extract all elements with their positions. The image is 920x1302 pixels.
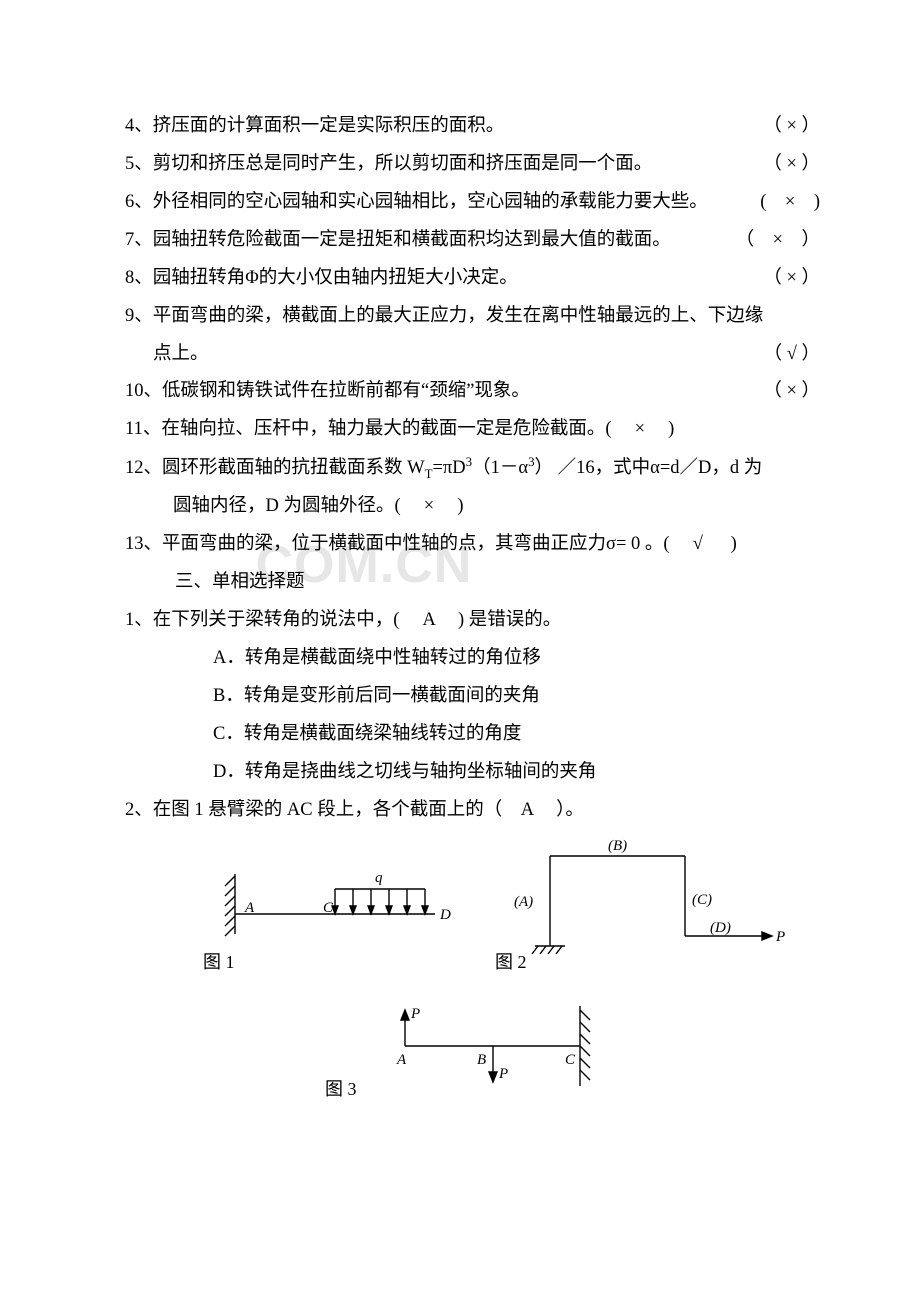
q9-mark: （ √ ）: [764, 336, 820, 374]
figure-3-svg: A B C P P: [385, 996, 605, 1096]
q5-mark: （ × ）: [763, 146, 820, 184]
figure-2-svg: (A) (B) (C) (D) P: [510, 836, 790, 966]
question-9-line2: 点上。 （ √ ）: [125, 336, 820, 374]
question-6: 6、外径相同的空心园轴和实心园轴相比，空心园轴的承载能力要大些。 ( × ): [125, 184, 820, 222]
q4-text: 4、挤压面的计算面积一定是实际积压的面积。: [125, 108, 763, 146]
q5-text: 5、剪切和挤压总是同时产生，所以剪切面和挤压面是同一个面。: [125, 146, 763, 184]
question-8: 8、园轴扭转角Φ的大小仅由轴内扭矩大小决定。 （ × ）: [125, 260, 820, 298]
figure-2-caption: 图 2: [495, 944, 527, 981]
question-13: 13、平面弯曲的梁，位于横截面中性轴的点，其弯曲正应力σ= 0 。( √ ): [125, 526, 820, 564]
q6-text: 6、外径相同的空心园轴和实心园轴相比，空心园轴的承载能力要大些。: [125, 184, 760, 222]
q8-text: 8、园轴扭转角Φ的大小仅由轴内扭矩大小决定。: [125, 260, 763, 298]
fig3-label-c: C: [565, 1052, 576, 1068]
fig3-label-a: A: [396, 1052, 407, 1068]
q9-text2: 点上。: [153, 336, 764, 374]
fig2-label-p: P: [775, 929, 785, 945]
question-4: 4、挤压面的计算面积一定是实际积压的面积。 （ × ）: [125, 108, 820, 146]
q7-text: 7、园轴扭转危险截面一定是扭矩和横截面积均达到最大值的截面。: [125, 222, 736, 260]
q6-mark: ( × ): [760, 184, 820, 222]
section-heading: 三、单相选择题: [125, 564, 820, 602]
fig1-label-c: C: [323, 900, 334, 916]
fig1-label-a: A: [244, 900, 255, 916]
fig2-label-a: (A): [514, 894, 533, 910]
content-area: 4、挤压面的计算面积一定是实际积压的面积。 （ × ） 5、剪切和挤压总是同时产…: [125, 108, 820, 1116]
q7-mark: （ × ）: [736, 222, 820, 260]
question-7: 7、园轴扭转危险截面一定是扭矩和横截面积均达到最大值的截面。 （ × ）: [125, 222, 820, 260]
figures-container: A C D q 图 1 (A) (B): [125, 836, 820, 1116]
mc1-option-d: D．转角是挠曲线之切线与轴拘坐标轴间的夹角: [125, 754, 820, 792]
fig3-label-b: B: [477, 1052, 486, 1068]
question-11: 11、在轴向拉、压杆中，轴力最大的截面一定是危险截面。( × ): [125, 411, 820, 449]
question-12-line2: 圆轴内径，D 为圆轴外径。( × ): [125, 488, 820, 526]
q10-text: 10、低碳钢和铸铁试件在拉断前都有“颈缩”现象。: [125, 373, 763, 411]
q8-mark: （ × ）: [763, 260, 820, 298]
fig2-label-b: (B): [608, 838, 627, 854]
fig2-label-c: (C): [692, 892, 712, 908]
fig3-label-p1: P: [410, 1006, 420, 1022]
fig2-label-d: (D): [710, 920, 731, 936]
question-12-line1: 12、圆环形截面轴的抗扭截面系数 WT=πD3（1－α3） ／16，式中α=d／…: [125, 449, 820, 488]
mc1-option-a: A．转角是横截面绕中性轴转过的角位移: [125, 640, 820, 678]
mc-question-1: 1、在下列关于梁转角的说法中，( A ) 是错误的。: [125, 602, 820, 640]
question-9-line1: 9、平面弯曲的梁，横截面上的最大正应力，发生在离中性轴最远的上、下边缘: [125, 298, 820, 336]
q10-mark: （ × ）: [763, 373, 820, 411]
figure-1-caption: 图 1: [203, 944, 235, 981]
figure-3-caption: 图 3: [325, 1071, 357, 1108]
fig1-label-q: q: [375, 870, 383, 886]
q4-mark: （ × ）: [763, 108, 820, 146]
fig1-label-d: D: [439, 907, 451, 923]
figure-1-svg: A C D q: [215, 854, 475, 964]
mc-question-2: 2、在图 1 悬臂梁的 AC 段上，各个截面上的（ A ）。: [125, 792, 820, 830]
question-10: 10、低碳钢和铸铁试件在拉断前都有“颈缩”现象。 （ × ）: [125, 373, 820, 411]
mc1-option-c: C．转角是横截面绕梁轴线转过的角度: [125, 716, 820, 754]
fig3-label-p2: P: [498, 1066, 508, 1082]
question-5: 5、剪切和挤压总是同时产生，所以剪切面和挤压面是同一个面。 （ × ）: [125, 146, 820, 184]
mc1-option-b: B．转角是变形前后同一横截面间的夹角: [125, 678, 820, 716]
